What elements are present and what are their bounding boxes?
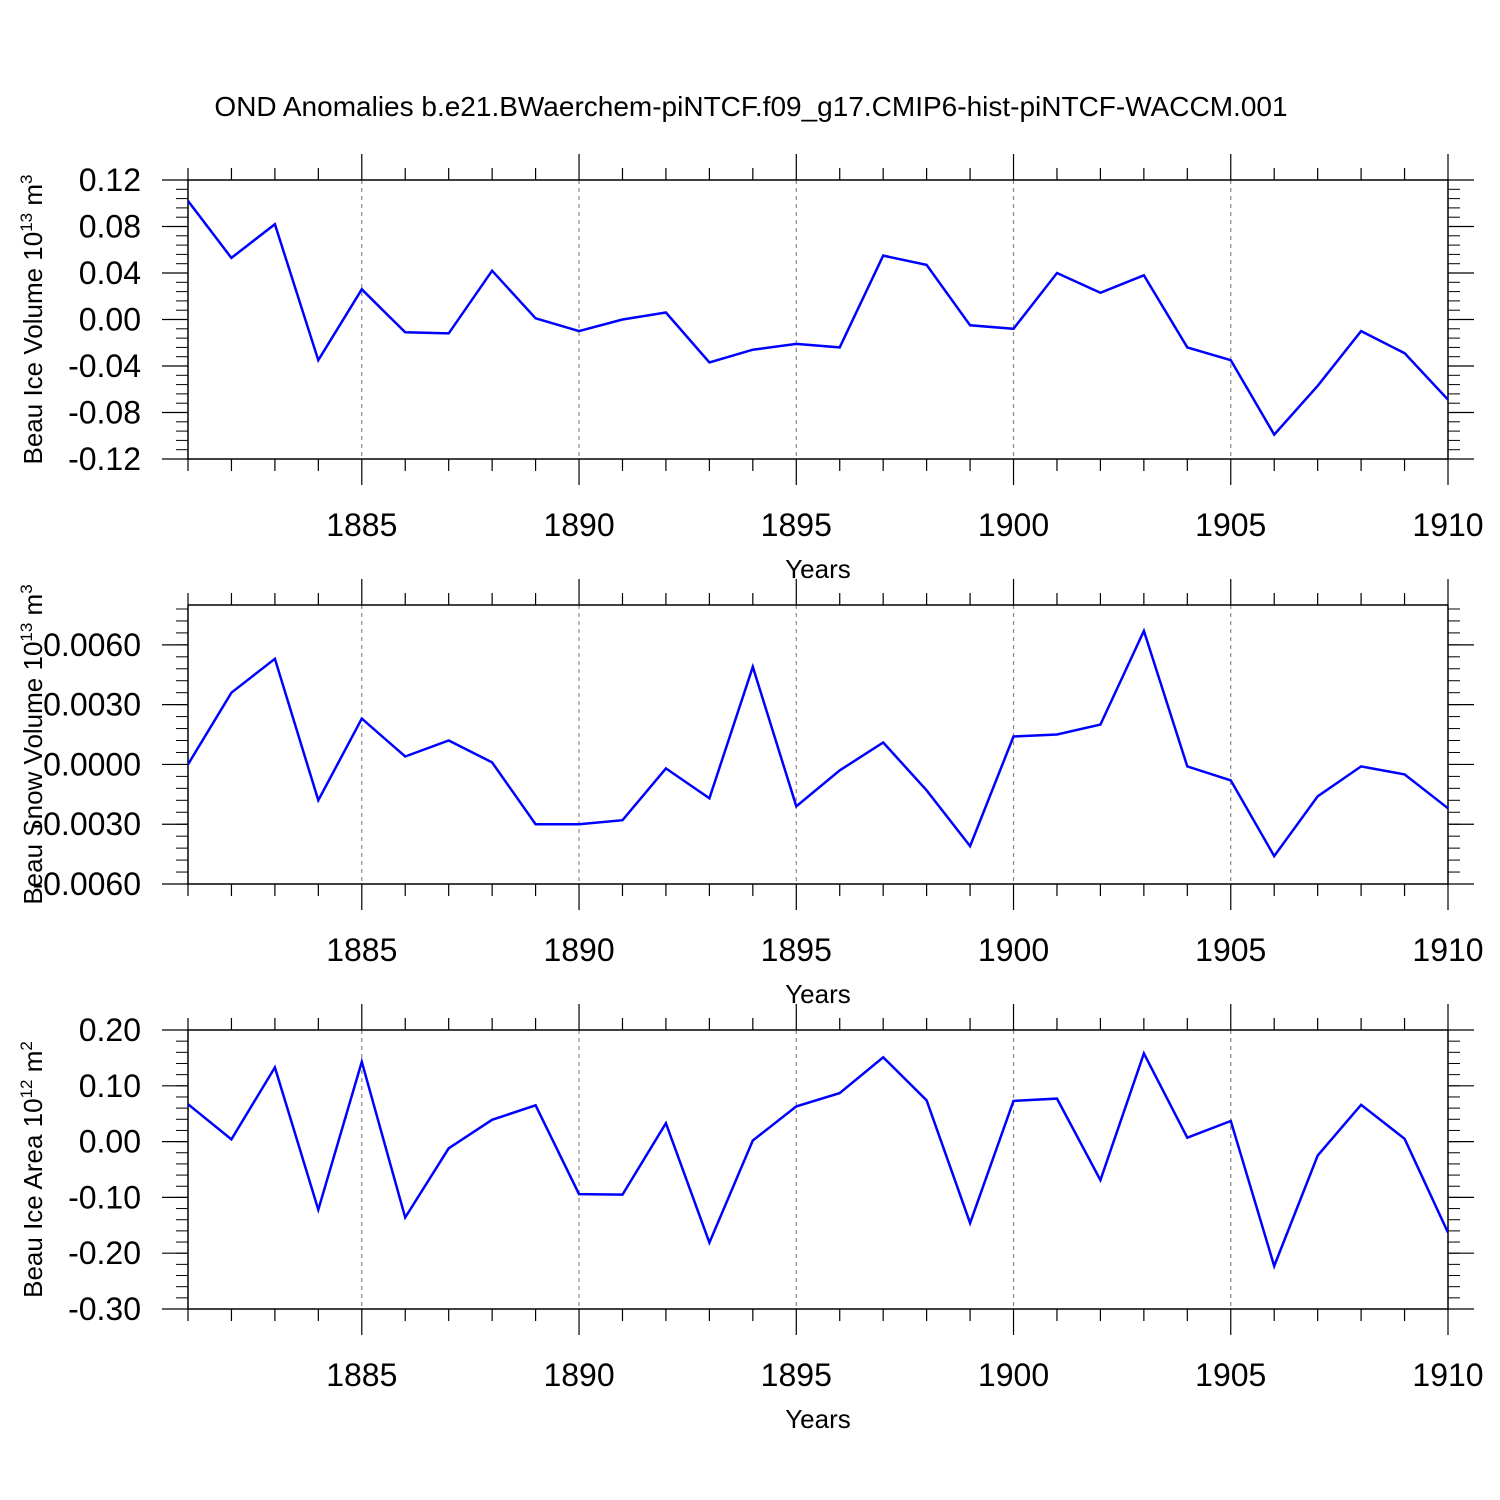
- x-tick-label: 1885: [326, 932, 397, 968]
- x-axis-label: Years: [785, 554, 851, 584]
- y-tick-label: 0.20: [79, 1012, 141, 1048]
- y-axis-label-text: Beau Snow Volume 10: [18, 642, 48, 905]
- y-tick-label: -0.08: [68, 395, 141, 431]
- y-axis-label-exp: 12: [17, 1079, 36, 1098]
- x-tick-label: 1885: [326, 1357, 397, 1393]
- y-axis-label-text: Beau Ice Volume 10: [18, 232, 48, 465]
- y-tick-label: -0.0060: [32, 866, 141, 902]
- x-tick-label: 1905: [1195, 1357, 1266, 1393]
- x-tick-label: 1900: [978, 932, 1049, 968]
- x-axis-label: Years: [785, 979, 851, 1009]
- y-tick-label: 0.12: [79, 162, 141, 198]
- y-tick-label: 0.0030: [43, 687, 141, 723]
- y-axis-label-unit: m: [18, 184, 48, 213]
- x-tick-label: 1910: [1412, 507, 1483, 543]
- x-tick-label: 1910: [1412, 1357, 1483, 1393]
- x-tick-label: 1890: [543, 932, 614, 968]
- x-tick-label: 1895: [761, 507, 832, 543]
- series-line: [188, 200, 1448, 437]
- y-axis-label-unit-exp: 2: [17, 1041, 36, 1050]
- x-tick-label: 1895: [761, 1357, 832, 1393]
- x-axis-label: Years: [785, 1404, 851, 1434]
- x-tick-label: 1890: [543, 1357, 614, 1393]
- y-tick-label: -0.12: [68, 441, 141, 477]
- x-tick-label: 1905: [1195, 932, 1266, 968]
- y-tick-label: -0.20: [68, 1235, 141, 1271]
- y-tick-label: 0.0060: [43, 627, 141, 663]
- panel-1: 1885 1890 1895 1900 1905 1910 Years -0.12 -0.08 -…: [17, 154, 1484, 584]
- y-tick-label: 0.00: [79, 302, 141, 338]
- y-tick-label: -0.30: [68, 1291, 141, 1327]
- panel-2: 1885 1890 1895 1900 1905 1910 Years -0.0060 -0.0…: [17, 579, 1484, 1009]
- y-axis-label-exp: 13: [17, 213, 36, 232]
- x-tick-label: 1895: [761, 932, 832, 968]
- x-tick-label: 1890: [543, 507, 614, 543]
- y-tick-label: -0.04: [68, 348, 141, 384]
- series-line: [188, 1050, 1448, 1270]
- y-axis-label-exp: 13: [17, 623, 36, 642]
- y-tick-label: 0.10: [79, 1068, 141, 1104]
- y-axis-label-unit-exp: 3: [17, 584, 36, 593]
- x-tick-label: 1900: [978, 507, 1049, 543]
- x-tick-label: 1885: [326, 507, 397, 543]
- y-axis-label-unit: m: [18, 1051, 48, 1080]
- y-tick-label: 0.00: [79, 1124, 141, 1160]
- y-tick-label: 0.0000: [43, 746, 141, 782]
- y-tick-label: -0.10: [68, 1179, 141, 1215]
- y-tick-label: 0.08: [79, 209, 141, 245]
- series-line: [188, 627, 1448, 859]
- y-axis-label-unit-exp: 3: [17, 175, 36, 184]
- y-tick-label: 0.04: [79, 255, 141, 291]
- x-tick-label: 1900: [978, 1357, 1049, 1393]
- y-axis-label: Beau Ice Area 1012 m2: [17, 1041, 48, 1298]
- y-axis-label-text: Beau Ice Area 10: [18, 1098, 48, 1297]
- x-tick-label: 1905: [1195, 507, 1266, 543]
- chart-title: OND Anomalies b.e21.BWaerchem-piNTCF.f09…: [214, 91, 1287, 122]
- y-axis-label-unit: m: [18, 594, 48, 623]
- x-tick-label: 1910: [1412, 932, 1483, 968]
- y-axis-label: Beau Ice Volume 1013 m3: [17, 175, 48, 465]
- y-axis-label: Beau Snow Volume 1013 m3: [17, 584, 48, 904]
- y-tick-label: -0.0030: [32, 806, 141, 842]
- panel-3: 1885 1890 1895 1900 1905 1910 Years -0.30 -0.20 -…: [17, 1004, 1484, 1434]
